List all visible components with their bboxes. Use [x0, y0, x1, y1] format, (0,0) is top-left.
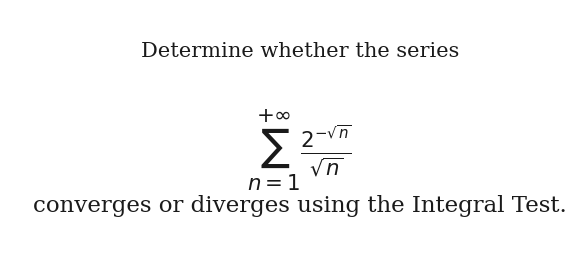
Text: $\sum_{n=1}^{+\infty} \frac{2^{-\sqrt{n}}}{\sqrt{n}}$: $\sum_{n=1}^{+\infty} \frac{2^{-\sqrt{n}… — [247, 108, 352, 193]
Text: Determine whether the series: Determine whether the series — [140, 42, 459, 61]
Text: converges or diverges using the Integral Test.: converges or diverges using the Integral… — [33, 195, 567, 217]
